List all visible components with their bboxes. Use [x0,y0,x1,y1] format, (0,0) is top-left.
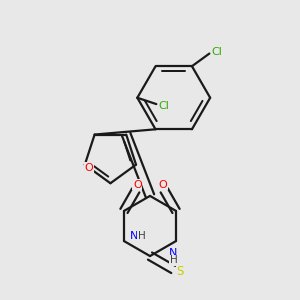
Text: S: S [177,265,184,278]
Text: O: O [158,180,167,190]
Text: Cl: Cl [159,101,170,111]
Text: Cl: Cl [212,47,223,57]
Text: N: N [169,248,178,258]
Text: H: H [169,255,177,265]
Text: H: H [138,231,146,241]
Text: N: N [130,231,139,241]
Text: O: O [84,163,93,173]
Text: O: O [133,180,142,190]
